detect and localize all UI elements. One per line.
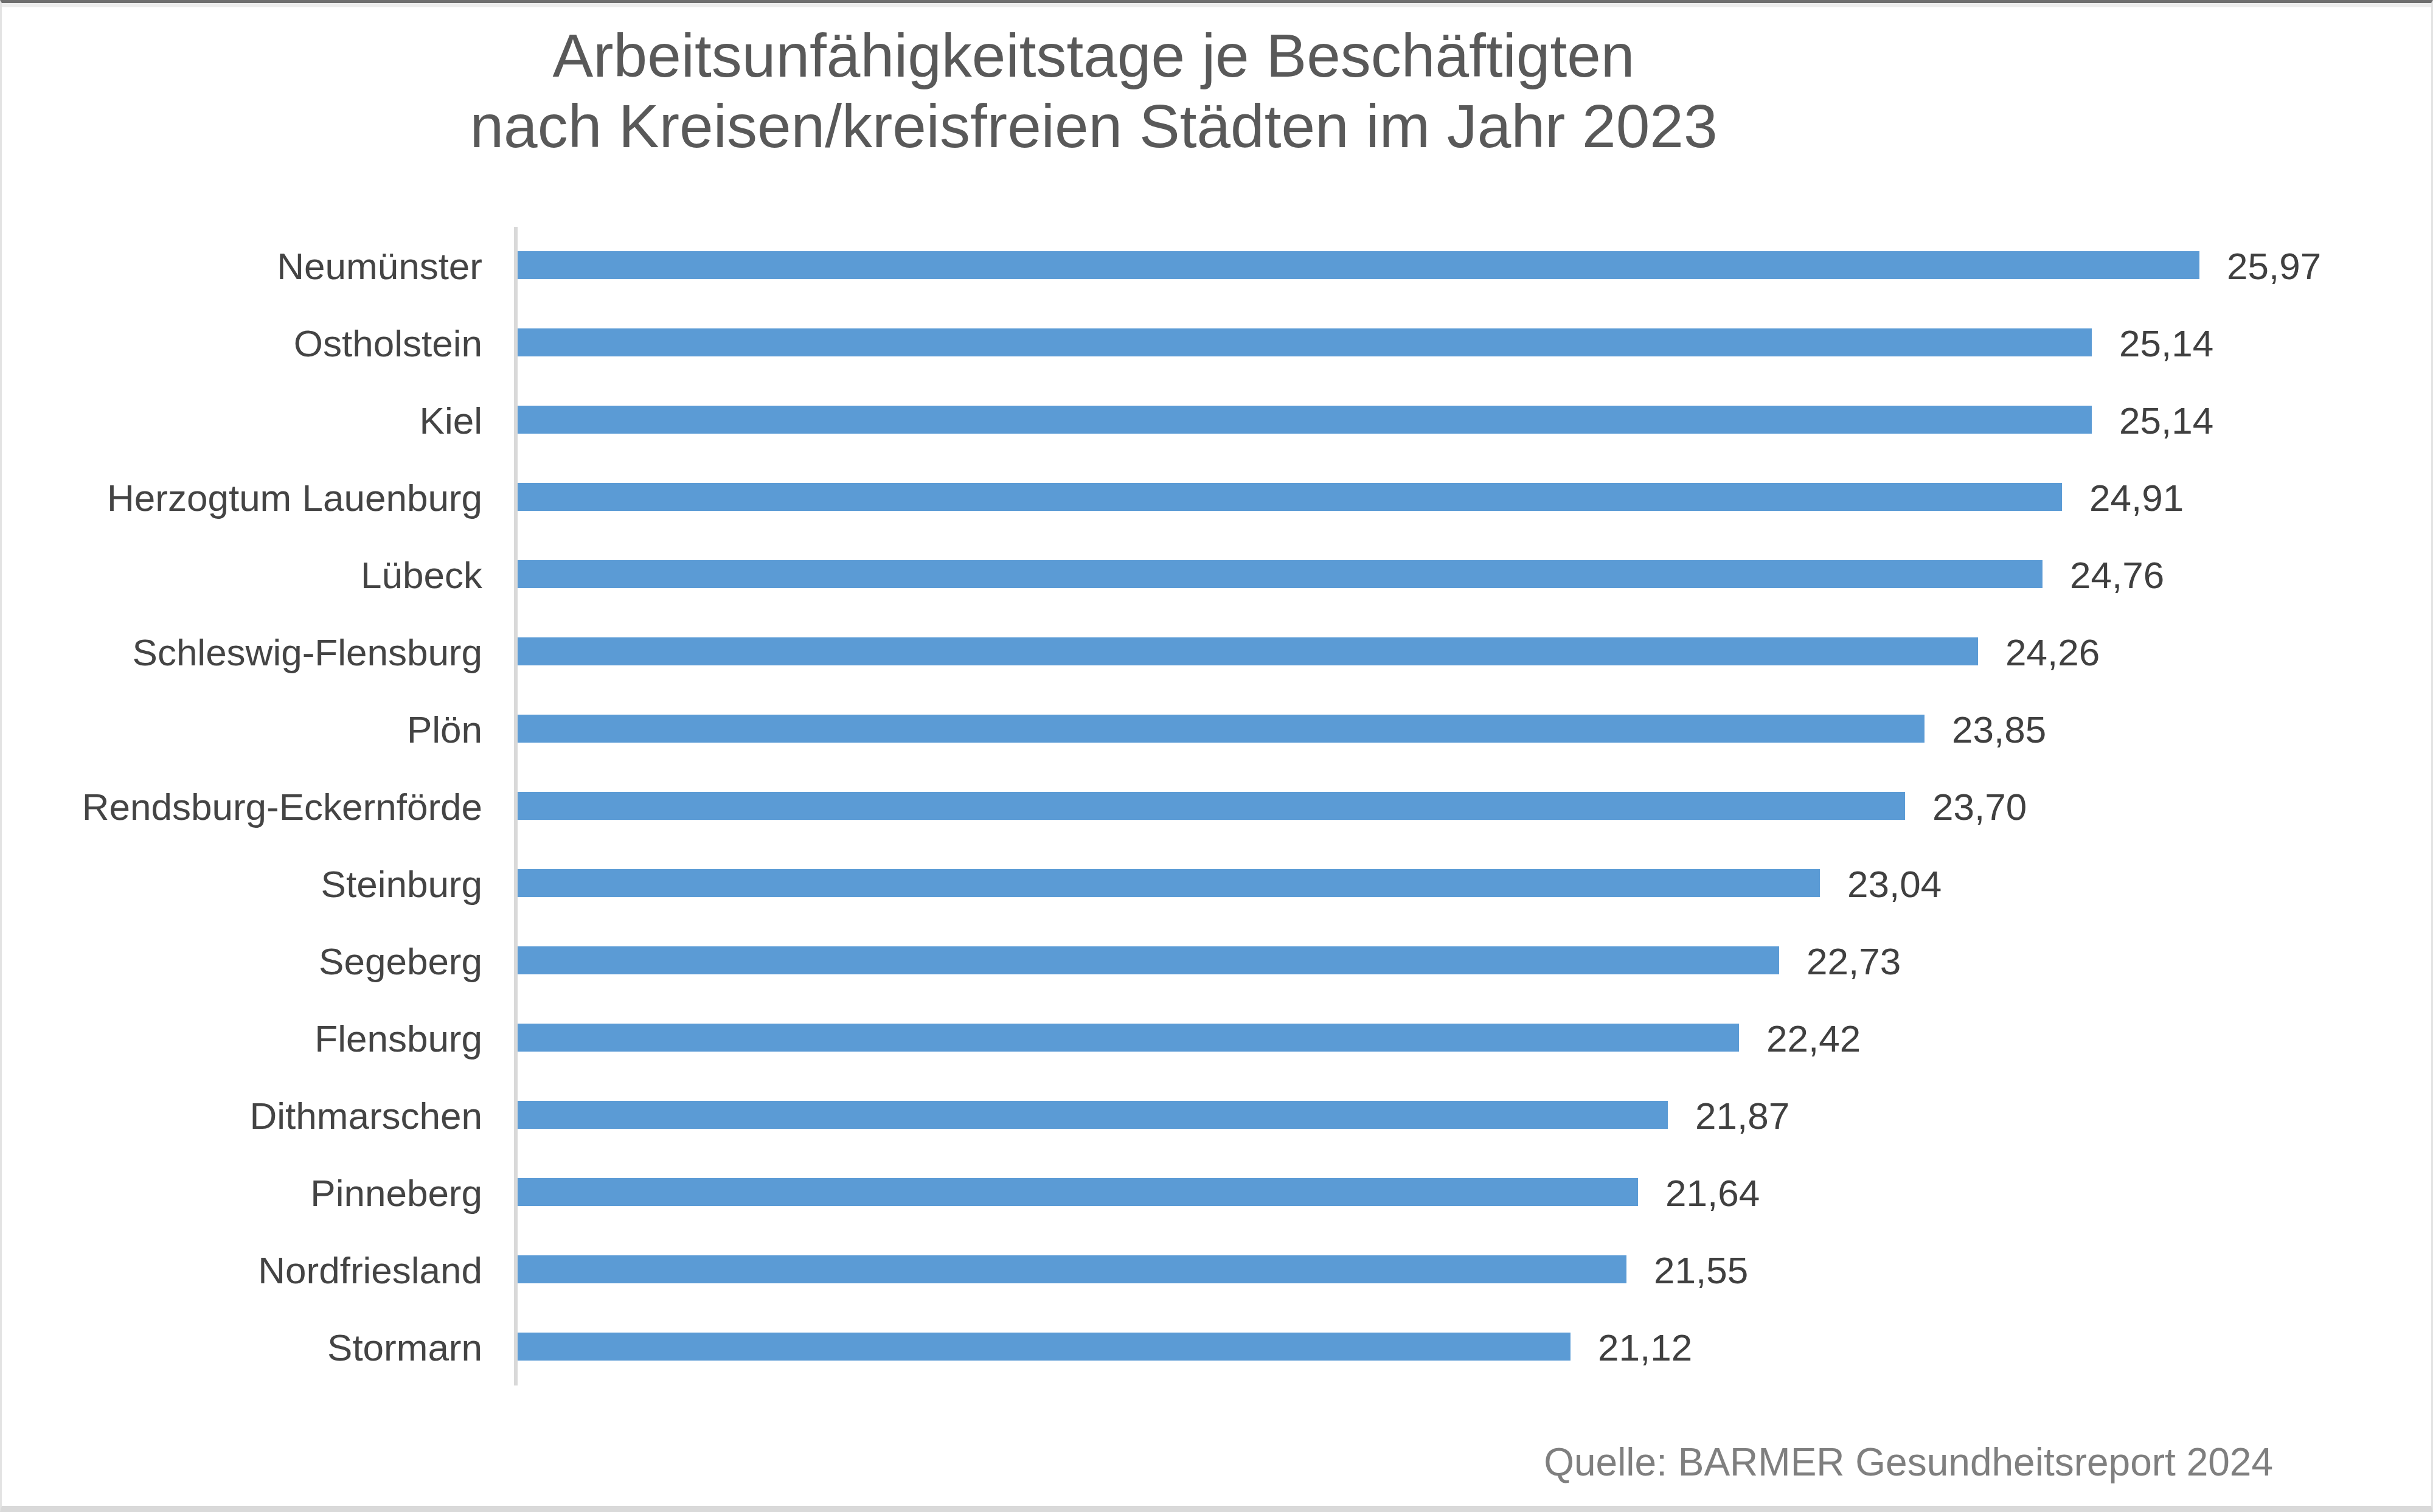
category-axis-line xyxy=(514,227,518,1385)
bar-rows: Neumünster 25,97 Ostholstein 25,14 Kiel 25,14… xyxy=(2,3,2431,1506)
bar-row: Nordfriesland 21,55 xyxy=(2,1231,2433,1308)
category-label: Nordfriesland xyxy=(26,1248,482,1291)
bar xyxy=(518,637,1978,665)
value-label: 24,91 xyxy=(2089,476,2184,519)
category-label: Segeberg xyxy=(26,939,482,982)
category-label: Stormarn xyxy=(26,1325,482,1368)
value-label: 25,97 xyxy=(2227,244,2321,287)
value-label: 21,12 xyxy=(1598,1325,1692,1368)
value-label: 21,64 xyxy=(1665,1171,1760,1214)
bar xyxy=(518,1255,1626,1283)
bar-row: Segeberg 22,73 xyxy=(2,922,2433,999)
value-label: 21,87 xyxy=(1695,1094,1789,1137)
bar-row: Stormarn 21,12 xyxy=(2,1308,2433,1385)
category-label: Neumünster xyxy=(26,244,482,287)
value-label: 24,26 xyxy=(2005,630,2100,673)
bar-row: Herzogtum Lauenburg 24,91 xyxy=(2,459,2433,536)
value-label: 22,73 xyxy=(1807,939,1901,982)
value-label: 22,42 xyxy=(1766,1016,1861,1059)
bar xyxy=(518,560,2043,588)
bar-row: Pinneberg 21,64 xyxy=(2,1154,2433,1231)
bar xyxy=(518,715,1925,743)
value-label: 24,76 xyxy=(2070,553,2164,596)
bar xyxy=(518,946,1779,974)
bar xyxy=(518,1333,1571,1361)
bar xyxy=(518,406,2092,434)
value-label: 23,04 xyxy=(1847,862,1942,905)
bar-row: Dithmarschen 21,87 xyxy=(2,1077,2433,1154)
category-label: Plön xyxy=(26,707,482,751)
bar-row: Flensburg 22,42 xyxy=(2,999,2433,1077)
category-label: Pinneberg xyxy=(26,1171,482,1214)
bar-row: Kiel 25,14 xyxy=(2,381,2433,459)
value-label: 25,14 xyxy=(2119,321,2213,364)
bar-row: Lübeck 24,76 xyxy=(2,536,2433,613)
bar-row: Rendsburg-Eckernförde 23,70 xyxy=(2,768,2433,845)
value-label: 21,55 xyxy=(1654,1248,1748,1291)
bar xyxy=(518,869,1820,897)
category-label: Kiel xyxy=(26,398,482,442)
category-label: Steinburg xyxy=(26,862,482,905)
category-label: Lübeck xyxy=(26,553,482,596)
value-label: 23,70 xyxy=(1932,785,2027,828)
category-label: Flensburg xyxy=(26,1016,482,1059)
bar-row: Plön 23,85 xyxy=(2,690,2433,768)
bar xyxy=(518,483,2062,511)
value-label: 25,14 xyxy=(2119,398,2213,442)
bar-row: Schleswig-Flensburg 24,26 xyxy=(2,613,2433,690)
bar-row: Ostholstein 25,14 xyxy=(2,304,2433,381)
bar xyxy=(518,1024,1739,1052)
bar xyxy=(518,1101,1668,1129)
bar-row: Neumünster 25,97 xyxy=(2,227,2433,304)
bar xyxy=(518,792,1905,820)
chart: Arbeitsunfähigkeitstage je Beschäftigten… xyxy=(0,0,2433,1512)
category-label: Schleswig-Flensburg xyxy=(26,630,482,673)
bar-row: Steinburg 23,04 xyxy=(2,845,2433,922)
category-label: Ostholstein xyxy=(26,321,482,364)
bar xyxy=(518,328,2092,356)
source-note: Quelle: BARMER Gesundheitsreport 2024 xyxy=(1544,1440,2273,1485)
category-label: Rendsburg-Eckernförde xyxy=(26,785,482,828)
value-label: 23,85 xyxy=(1952,707,2046,751)
category-label: Dithmarschen xyxy=(26,1094,482,1137)
bar xyxy=(518,251,2199,279)
bar xyxy=(518,1178,1638,1206)
category-label: Herzogtum Lauenburg xyxy=(26,476,482,519)
